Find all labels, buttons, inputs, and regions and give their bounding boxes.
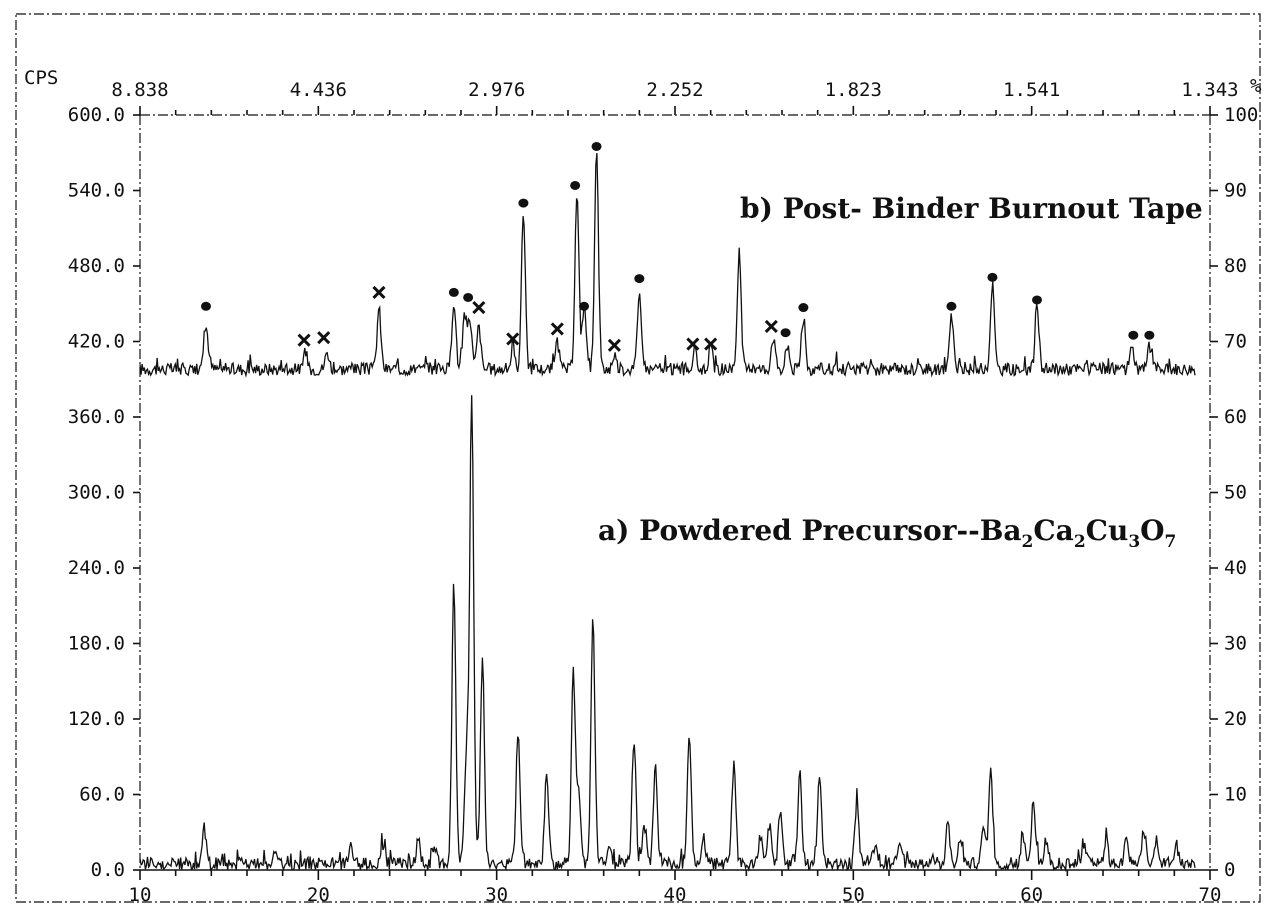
x-tick-label: 20	[307, 884, 330, 906]
cross-marker	[607, 338, 621, 352]
cross-stroke	[506, 332, 520, 346]
sub-3: 3	[1128, 532, 1140, 552]
y-left-tick-label: 600.0	[68, 104, 125, 126]
series-a-label: a) Powdered Precursor--Ba2Ca2Cu3O7	[598, 514, 1176, 552]
y-right-tick-label: 50	[1224, 482, 1247, 504]
x-tick-label: 40	[664, 884, 687, 906]
y-left-tick-label: 180.0	[68, 633, 125, 655]
trace-line	[139, 395, 1196, 873]
top-tick-label: 1.343	[1181, 79, 1238, 101]
dot-marker	[1032, 295, 1043, 305]
y-right-tick-label: 70	[1224, 331, 1247, 353]
top-tick-label: 8.838	[111, 79, 168, 101]
cross-stroke	[317, 331, 331, 345]
cross-marker	[550, 322, 564, 336]
outer-frame	[15, 13, 1261, 903]
x-tick-label: 70	[1199, 884, 1222, 906]
sub-2: 2	[1074, 532, 1086, 552]
dot-marker	[463, 292, 474, 302]
cross-marker	[506, 332, 520, 346]
y-left-tick-label: 360.0	[68, 406, 125, 428]
top-tick-label: 2.252	[646, 79, 703, 101]
top-tick-label: 1.541	[1003, 79, 1060, 101]
x-tick-label: 60	[1020, 884, 1043, 906]
cross-marker	[764, 319, 778, 333]
y-left-tick-label: 480.0	[68, 255, 125, 277]
top-tick-label: 4.436	[290, 79, 347, 101]
y-right-tick-label: 10	[1224, 784, 1247, 806]
cross-stroke	[704, 337, 718, 351]
cross-stroke	[297, 333, 311, 347]
cross-marker	[297, 333, 311, 347]
dot-marker	[780, 328, 791, 338]
cross-stroke	[686, 337, 700, 351]
cross-stroke	[764, 319, 778, 333]
cross-stroke	[550, 322, 564, 336]
cps-label: CPS	[24, 67, 58, 89]
y-right-tick-label: 40	[1224, 557, 1247, 579]
sub-1: 2	[1022, 532, 1034, 552]
y-left-tick-label: 300.0	[68, 482, 125, 504]
y-right-tick-label: 20	[1224, 708, 1247, 730]
series-b-label: b) Post- Binder Burnout Tape	[740, 192, 1203, 225]
dot-marker	[1144, 330, 1155, 340]
x-tick-label: 30	[485, 884, 508, 906]
dot-marker	[946, 301, 957, 311]
y-left-tick-label: 0.0	[91, 859, 125, 881]
top-tick-label: 1.823	[825, 79, 882, 101]
y-left-tick-label: 420.0	[68, 331, 125, 353]
y-right-tick-label: 30	[1224, 633, 1247, 655]
cross-marker	[704, 337, 718, 351]
y-right-tick-label: 100	[1224, 104, 1258, 126]
axis-ticks: 10 20 30 40 50 60 708.838 4.436 2.976 2.252 1.823 1…	[68, 79, 1259, 906]
series-a-label-main: a) Powdered Precursor--Ba	[598, 514, 1022, 547]
y-left-tick-label: 60.0	[79, 784, 125, 806]
y-left-tick-label: 120.0	[68, 708, 125, 730]
percent-label: %	[1250, 75, 1262, 97]
diffraction-traces	[139, 153, 1196, 873]
dot-marker	[987, 272, 998, 282]
y-right-tick-label: 80	[1224, 255, 1247, 277]
cu-text: Cu	[1086, 514, 1129, 547]
y-right-tick-label: 0	[1224, 859, 1235, 881]
dot-marker	[570, 180, 581, 190]
trace-line	[139, 153, 1196, 378]
o-text: O	[1140, 514, 1164, 547]
y-right-tick-label: 60	[1224, 406, 1247, 428]
y-left-tick-label: 240.0	[68, 557, 125, 579]
cross-marker	[372, 285, 386, 299]
dot-marker	[200, 301, 211, 311]
dot-marker	[579, 301, 590, 311]
dot-marker	[1128, 330, 1139, 340]
cross-marker	[472, 300, 486, 315]
cross-stroke	[472, 300, 486, 315]
y-right-tick-label: 90	[1224, 180, 1247, 202]
dot-marker	[448, 287, 459, 297]
x-tick-label: 10	[129, 884, 152, 906]
sub-4: 7	[1165, 532, 1177, 552]
dot-marker	[634, 274, 645, 284]
cross-marker	[317, 331, 331, 345]
phase-markers	[200, 141, 1155, 352]
top-tick-label: 2.976	[468, 79, 525, 101]
dot-marker	[518, 198, 529, 208]
dot-marker	[591, 141, 602, 151]
dot-marker	[798, 303, 809, 313]
x-tick-label: 50	[842, 884, 865, 906]
cross-marker	[686, 337, 700, 351]
ca-text: Ca	[1033, 514, 1073, 547]
cross-stroke	[607, 338, 621, 352]
y-left-tick-label: 540.0	[68, 180, 125, 202]
cross-stroke	[372, 285, 386, 299]
